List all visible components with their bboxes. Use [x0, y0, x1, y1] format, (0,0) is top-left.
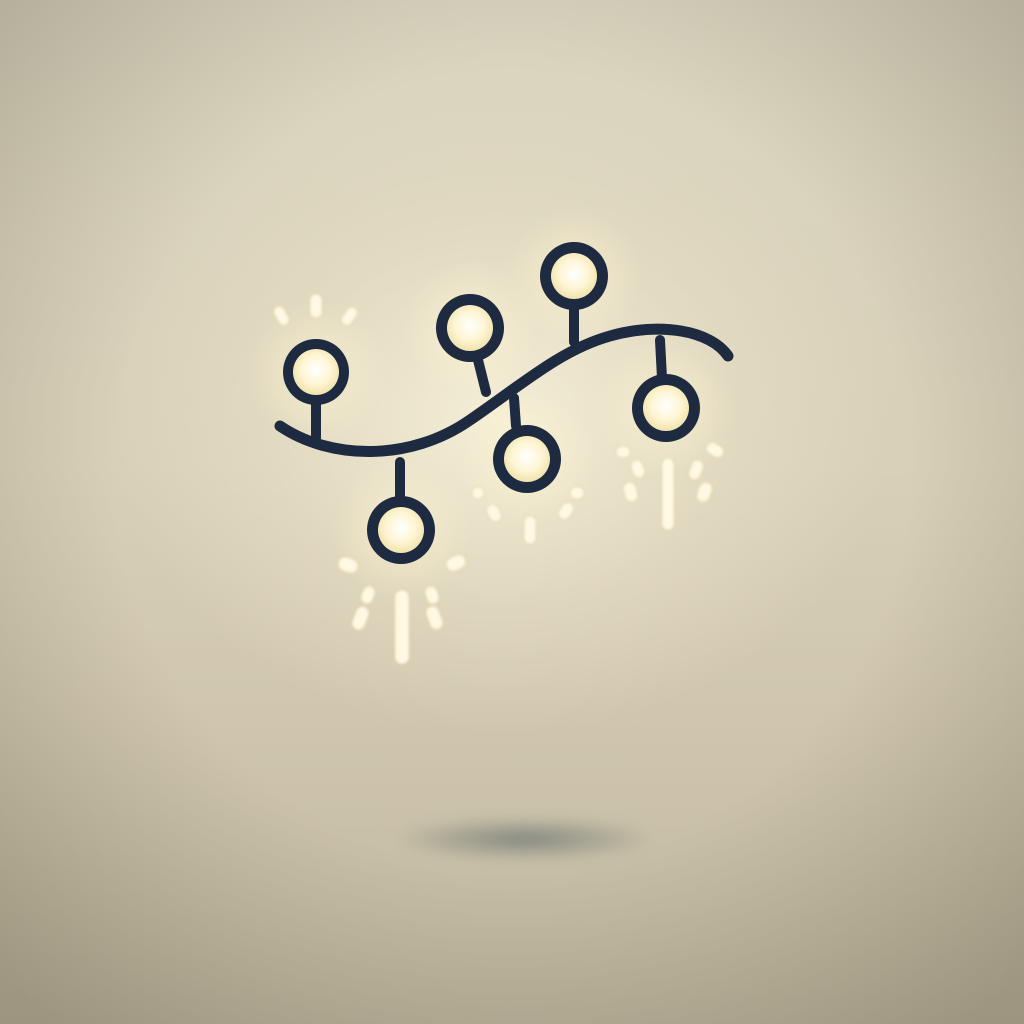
- sparkle-ray: [337, 556, 359, 574]
- sparkle-ray: [557, 502, 575, 520]
- sparkle-ray: [705, 442, 725, 458]
- sparkle-ray: [661, 457, 675, 531]
- sparkle-ray: [688, 459, 704, 481]
- bulb-2: [436, 294, 504, 362]
- sparkle-rays: [273, 293, 725, 665]
- bulb-1: [283, 339, 349, 405]
- bulbs: [283, 242, 700, 564]
- sparkle-ray: [424, 585, 440, 605]
- sparkle-ray: [622, 481, 639, 503]
- sparkle-ray: [340, 306, 358, 326]
- floor-shadow: [400, 818, 650, 860]
- sparkle-ray: [309, 293, 323, 319]
- sparkle-ray: [630, 459, 646, 479]
- light-string-wire: [274, 323, 734, 457]
- sparkle-ray: [471, 486, 485, 500]
- sparkle-ray: [425, 605, 444, 630]
- stem-5: [509, 393, 521, 431]
- sparkle-ray: [486, 503, 502, 523]
- bulb-4: [632, 374, 700, 442]
- sparkle-ray: [445, 554, 467, 572]
- sparkle-ray: [696, 481, 713, 503]
- sparkle-ray: [569, 486, 585, 500]
- bulb-stems: [311, 301, 667, 503]
- sparkle-ray: [394, 589, 410, 665]
- stem-2: [473, 355, 491, 397]
- bulb-5: [493, 425, 561, 493]
- sparkle-ray: [360, 585, 376, 605]
- bulb-3: [540, 242, 608, 310]
- sparkle-ray: [523, 515, 537, 545]
- sparkle-ray: [273, 305, 290, 326]
- sparkle-ray: [615, 445, 631, 459]
- bulb-6: [367, 496, 435, 564]
- sparkle-ray: [351, 606, 370, 631]
- stem-4: [655, 335, 667, 383]
